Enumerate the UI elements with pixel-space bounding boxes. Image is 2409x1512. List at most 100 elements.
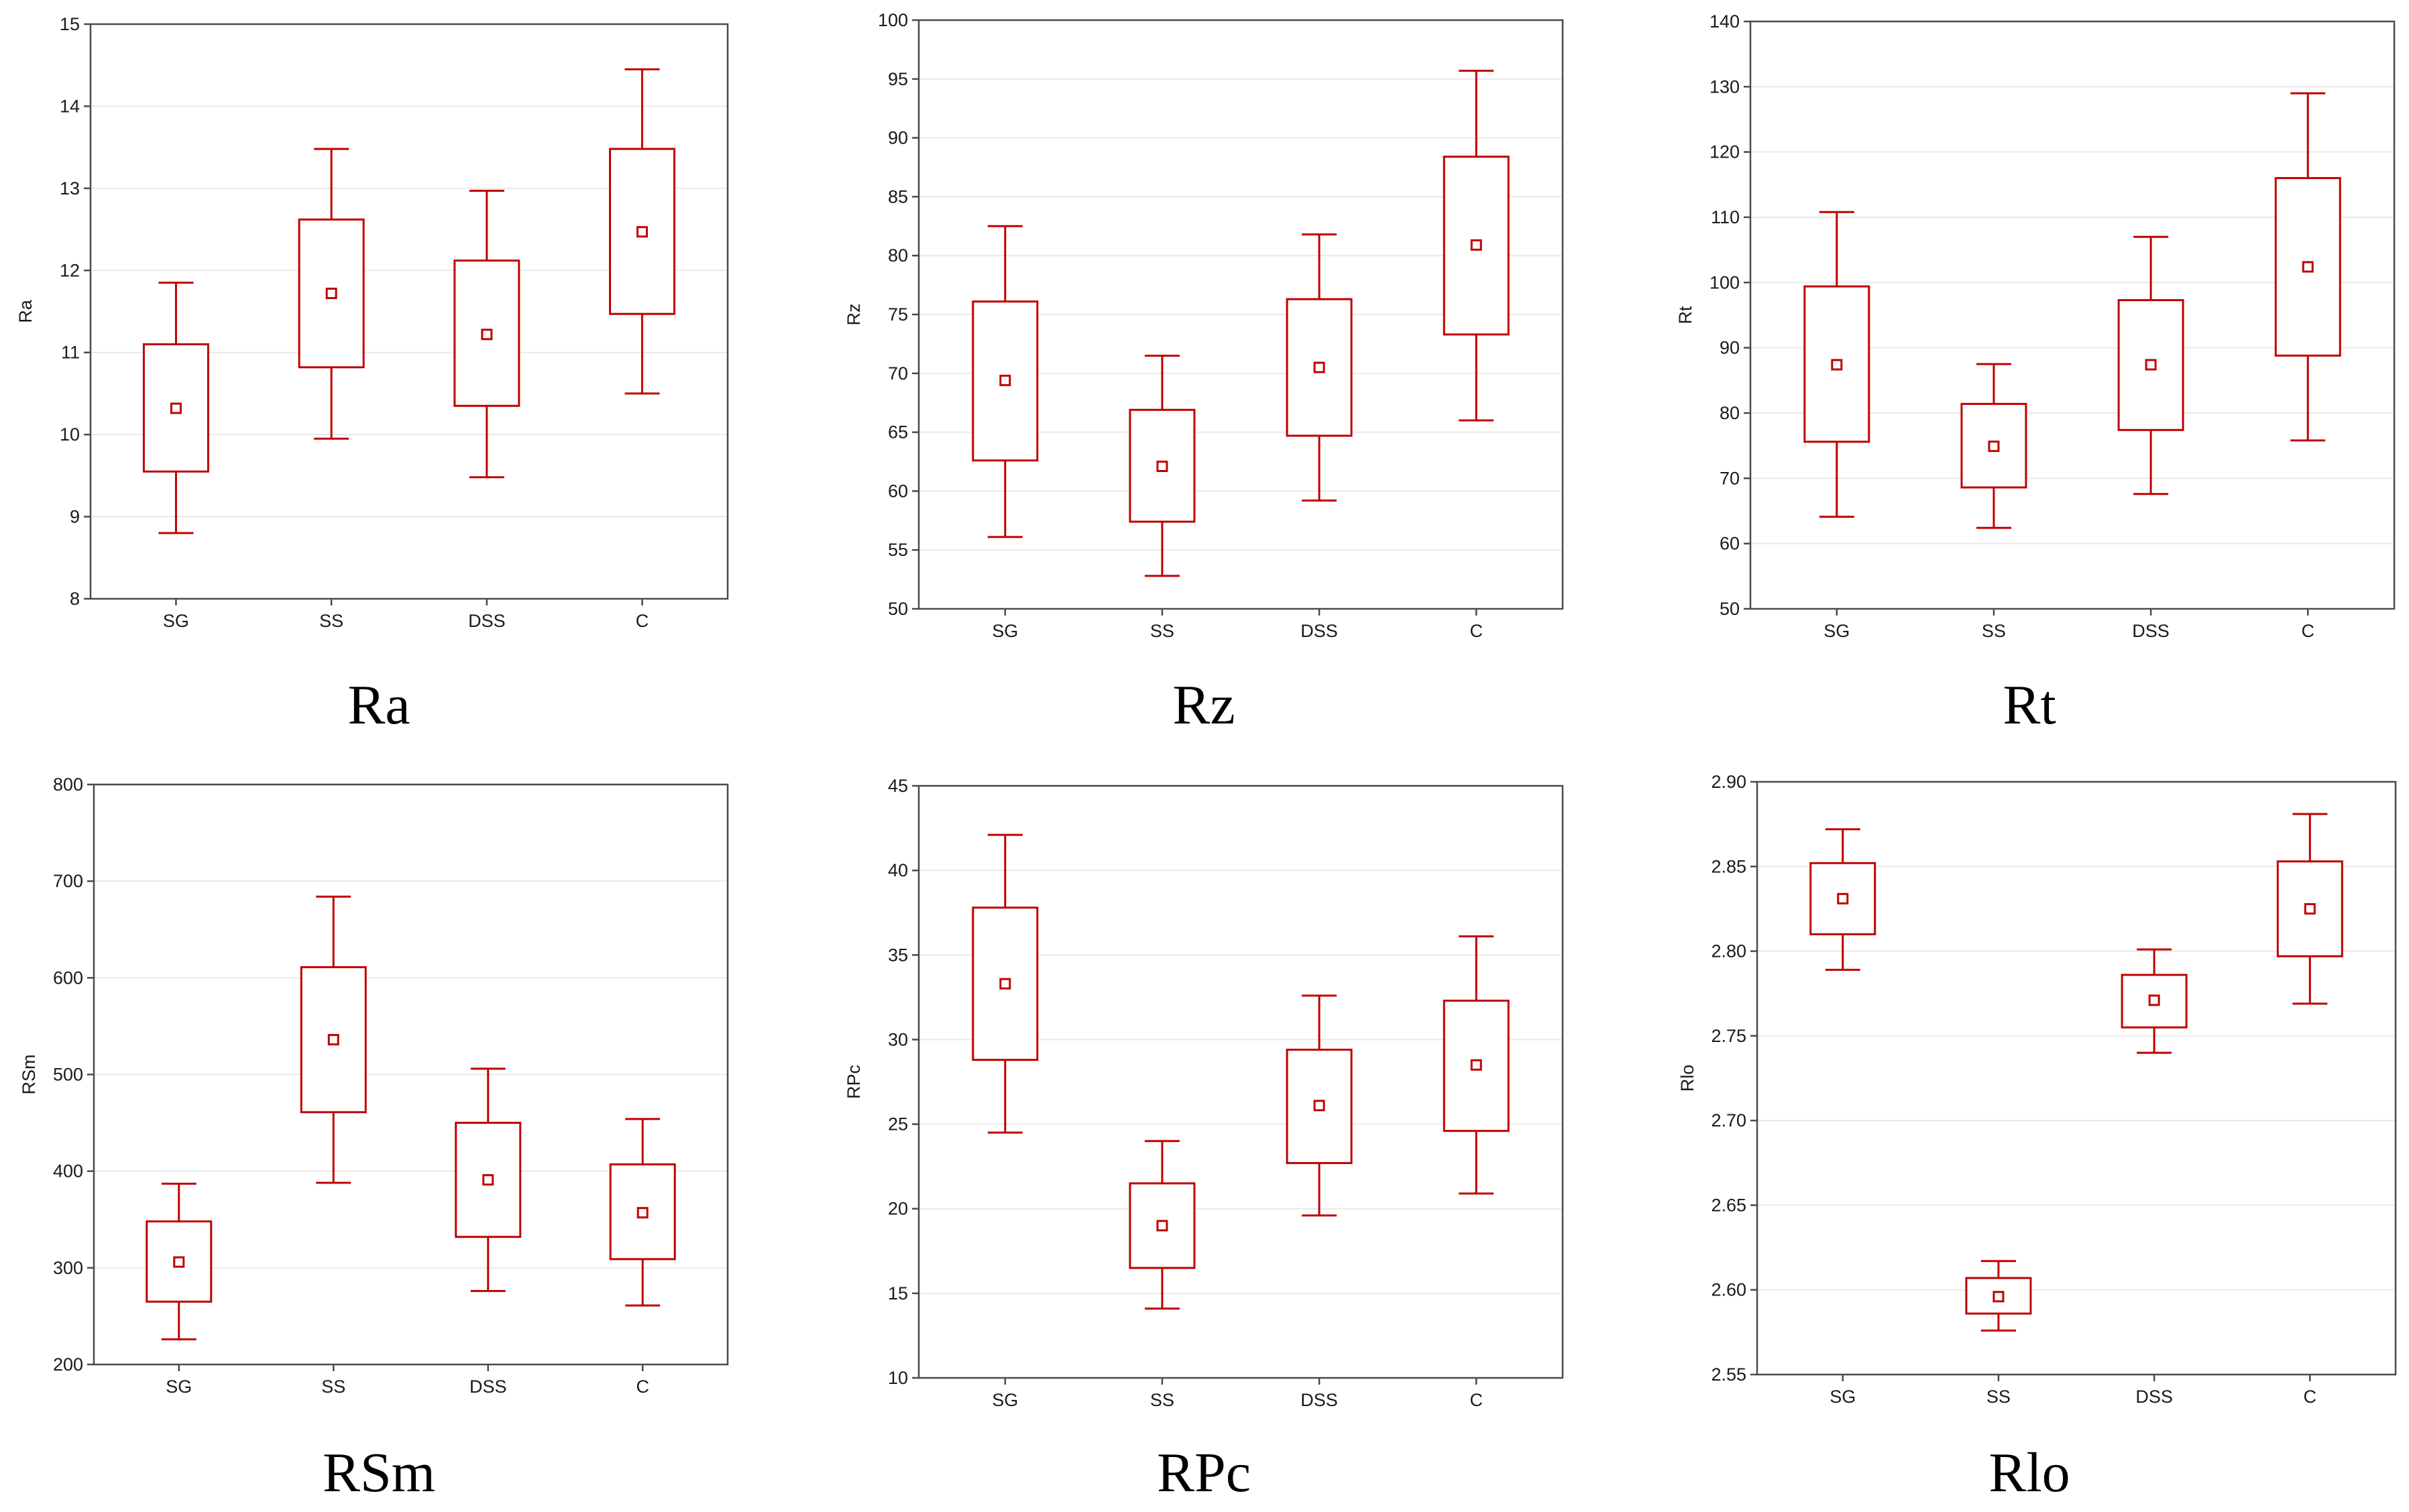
chart-panel-ra: 8 9 10 11 12 13 14 15 Ra SG SS DSS C Ra	[0, 0, 758, 744]
x-tick-label: C	[636, 1377, 649, 1397]
chart-svg: 2.55 2.60 2.65 2.70 2.75 2.80 2.85 2.90 Rlo SG SS D…	[1677, 772, 2397, 1407]
y-tick-label: 130	[1710, 76, 1740, 97]
x-tick-label: C	[1469, 621, 1483, 641]
box-dss	[1286, 233, 1353, 502]
box-dss	[453, 190, 520, 479]
mean-marker	[2302, 261, 2314, 273]
x-tick-label: SS	[1982, 621, 2006, 641]
mean-marker	[481, 329, 493, 341]
y-tick-label: 80	[888, 245, 908, 266]
y-tick-label: 90	[1720, 338, 1740, 358]
mean-marker	[1313, 361, 1325, 373]
mean-marker	[2145, 359, 2157, 371]
panel-title: Rz	[1172, 674, 1235, 736]
y-tick-label: 2.75	[1711, 1026, 1746, 1046]
y-tick-label: 75	[888, 304, 908, 325]
panel-title: Ra	[347, 674, 410, 736]
x-tick-label: SG	[992, 621, 1018, 641]
chart-panel-rt: 50 60 70 80 90 100 110 120 130 140 Rt SG SS DSS C Rt	[1650, 0, 2409, 744]
y-tick-label: 50	[1720, 599, 1740, 619]
box-ss	[1960, 363, 2027, 529]
y-tick-label: 2.70	[1711, 1110, 1746, 1130]
plot-frame	[1756, 780, 2397, 1376]
box-c	[1443, 935, 1510, 1195]
mean-marker	[1313, 1100, 1325, 1112]
box-sg	[142, 282, 209, 534]
y-tick-label: 200	[53, 1354, 83, 1375]
y-tick-label: 2.85	[1711, 856, 1746, 876]
box-ss	[1129, 354, 1196, 577]
y-tick-label: 25	[888, 1114, 908, 1135]
x-tick-label: SS	[319, 611, 343, 631]
box-ss	[1965, 1260, 2032, 1332]
x-tick-label: C	[2301, 621, 2314, 641]
y-tick-label: 50	[888, 599, 908, 619]
panel-title: RSm	[322, 1442, 436, 1504]
mean-marker	[1837, 892, 1849, 905]
y-tick-label: 300	[53, 1258, 83, 1278]
y-tick-label: 500	[53, 1065, 83, 1085]
box-ss	[298, 148, 365, 440]
y-axis-label: Ra	[15, 299, 36, 323]
box-ss	[1129, 1140, 1196, 1310]
y-tick-label: 70	[888, 363, 908, 384]
x-tick-label: SS	[1150, 621, 1174, 641]
chart-panel-rz: 50 55 60 65 70 75 80 85 90 95 100 Rz SG SS DSS C Rz	[825, 0, 1583, 744]
mean-marker	[1156, 1220, 1168, 1232]
plot-frame	[1749, 20, 2396, 610]
y-tick-label: 95	[888, 69, 908, 89]
chart-svg: 200 300 400 500 600 700 800 RSm SG SS DSS C	[19, 774, 729, 1397]
x-tick-label: SS	[1150, 1390, 1174, 1410]
y-tick-label: 13	[60, 178, 80, 198]
y-tick-label: 15	[888, 1283, 908, 1303]
y-tick-label: 140	[1710, 11, 1740, 32]
y-axis-label: Rz	[844, 304, 864, 326]
y-tick-label: 9	[70, 507, 80, 527]
y-tick-label: 8	[70, 589, 80, 609]
mean-marker	[173, 1256, 185, 1268]
box-dss	[1286, 994, 1353, 1217]
x-tick-label: SS	[1986, 1387, 2011, 1407]
y-axis-label: RSm	[19, 1055, 39, 1095]
y-tick-label: 55	[888, 540, 908, 560]
y-tick-label: 2.90	[1711, 772, 1746, 792]
y-tick-label: 45	[888, 776, 908, 796]
mean-marker	[1156, 461, 1168, 473]
mean-marker	[999, 374, 1011, 386]
panel-title: Rlo	[1988, 1442, 2070, 1504]
mean-marker	[1470, 1059, 1482, 1071]
box-dss	[2121, 948, 2188, 1054]
box-c	[1443, 70, 1510, 422]
mean-marker	[327, 1034, 339, 1046]
y-tick-label: 120	[1710, 142, 1740, 162]
panel-title: Rt	[2003, 674, 2056, 736]
mean-marker	[636, 226, 649, 238]
box-c	[609, 1118, 676, 1307]
mean-marker	[170, 402, 182, 414]
y-tick-label: 40	[888, 860, 908, 880]
box-c	[609, 68, 676, 395]
y-tick-label: 60	[1720, 534, 1740, 554]
y-tick-label: 10	[888, 1368, 908, 1388]
y-tick-label: 70	[1720, 468, 1740, 488]
x-tick-label: SG	[992, 1390, 1018, 1410]
mean-marker	[636, 1207, 649, 1219]
y-tick-label: 14	[60, 96, 80, 116]
box-dss	[2117, 235, 2184, 496]
y-tick-label: 85	[888, 186, 908, 207]
y-tick-label: 80	[1720, 403, 1740, 423]
x-tick-label: DSS	[469, 1377, 507, 1397]
x-tick-label: SG	[163, 611, 189, 631]
x-tick-label: SG	[1824, 621, 1850, 641]
mean-marker	[482, 1174, 494, 1186]
chart-svg: 8 9 10 11 12 13 14 15 Ra SG SS DSS C	[15, 14, 729, 631]
box-c	[2276, 813, 2343, 1005]
chart-svg: 50 60 70 80 90 100 110 120 130 140 Rt SG SS DSS C	[1675, 11, 2396, 641]
y-tick-label: 30	[888, 1029, 908, 1049]
y-tick-label: 400	[53, 1161, 83, 1181]
y-tick-label: 110	[1711, 207, 1740, 227]
chart-panel-rlo: 2.55 2.60 2.65 2.70 2.75 2.80 2.85 2.90 Rlo SG SS D…	[1650, 771, 2409, 1512]
y-tick-label: 2.65	[1711, 1195, 1746, 1215]
box-c	[2274, 92, 2341, 442]
y-tick-label: 100	[878, 10, 908, 30]
